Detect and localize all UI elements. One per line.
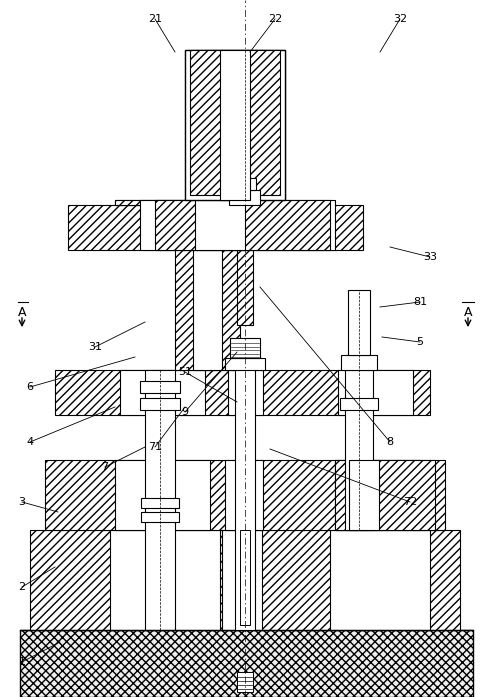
Bar: [141, 498, 179, 508]
Bar: [330, 530, 430, 630]
Bar: [229, 190, 260, 205]
Text: 51: 51: [178, 367, 192, 377]
Bar: [175, 250, 240, 370]
Text: A: A: [18, 305, 26, 319]
Text: 31: 31: [88, 342, 102, 352]
Bar: [140, 381, 180, 393]
Bar: [20, 630, 473, 697]
Bar: [185, 50, 285, 200]
Text: 1: 1: [19, 657, 26, 667]
Bar: [115, 200, 185, 205]
Text: 81: 81: [413, 297, 427, 307]
Bar: [205, 50, 267, 200]
Text: 21: 21: [148, 14, 162, 24]
Text: A: A: [464, 305, 472, 319]
Text: 5: 5: [417, 337, 423, 347]
Text: 22: 22: [268, 14, 282, 24]
Bar: [345, 370, 373, 530]
Text: 32: 32: [393, 14, 407, 24]
Bar: [233, 178, 256, 190]
Bar: [335, 460, 435, 530]
Bar: [195, 200, 245, 250]
Bar: [45, 460, 445, 530]
Bar: [237, 250, 253, 325]
Bar: [140, 398, 180, 410]
Bar: [225, 358, 265, 370]
Bar: [335, 460, 420, 530]
Bar: [190, 50, 285, 200]
Bar: [68, 205, 243, 250]
Bar: [190, 50, 280, 195]
Bar: [341, 355, 377, 370]
Bar: [349, 460, 379, 530]
Bar: [220, 50, 250, 200]
Text: 7: 7: [102, 462, 108, 472]
Bar: [340, 398, 378, 410]
Bar: [141, 512, 179, 522]
Bar: [185, 50, 285, 200]
Bar: [155, 200, 330, 250]
Bar: [263, 205, 363, 250]
Text: 6: 6: [27, 382, 34, 392]
Text: 33: 33: [423, 252, 437, 262]
Bar: [348, 290, 370, 355]
Bar: [140, 200, 335, 250]
Bar: [115, 460, 210, 530]
Text: 71: 71: [148, 442, 162, 452]
Text: 9: 9: [181, 407, 188, 417]
Text: 72: 72: [403, 497, 417, 507]
Bar: [55, 370, 430, 415]
Bar: [120, 370, 205, 415]
Bar: [228, 205, 263, 250]
Bar: [235, 360, 255, 630]
Text: 2: 2: [18, 582, 26, 592]
Bar: [228, 370, 263, 415]
Text: 3: 3: [19, 497, 26, 507]
Bar: [230, 338, 260, 358]
Text: 4: 4: [27, 437, 34, 447]
Bar: [193, 250, 222, 370]
Bar: [338, 370, 413, 415]
Bar: [225, 460, 263, 530]
Bar: [222, 530, 262, 630]
Bar: [30, 530, 460, 630]
Bar: [237, 672, 253, 692]
Bar: [240, 530, 250, 625]
Text: 8: 8: [387, 437, 393, 447]
Bar: [110, 530, 220, 630]
Bar: [145, 370, 175, 630]
Bar: [115, 200, 185, 205]
